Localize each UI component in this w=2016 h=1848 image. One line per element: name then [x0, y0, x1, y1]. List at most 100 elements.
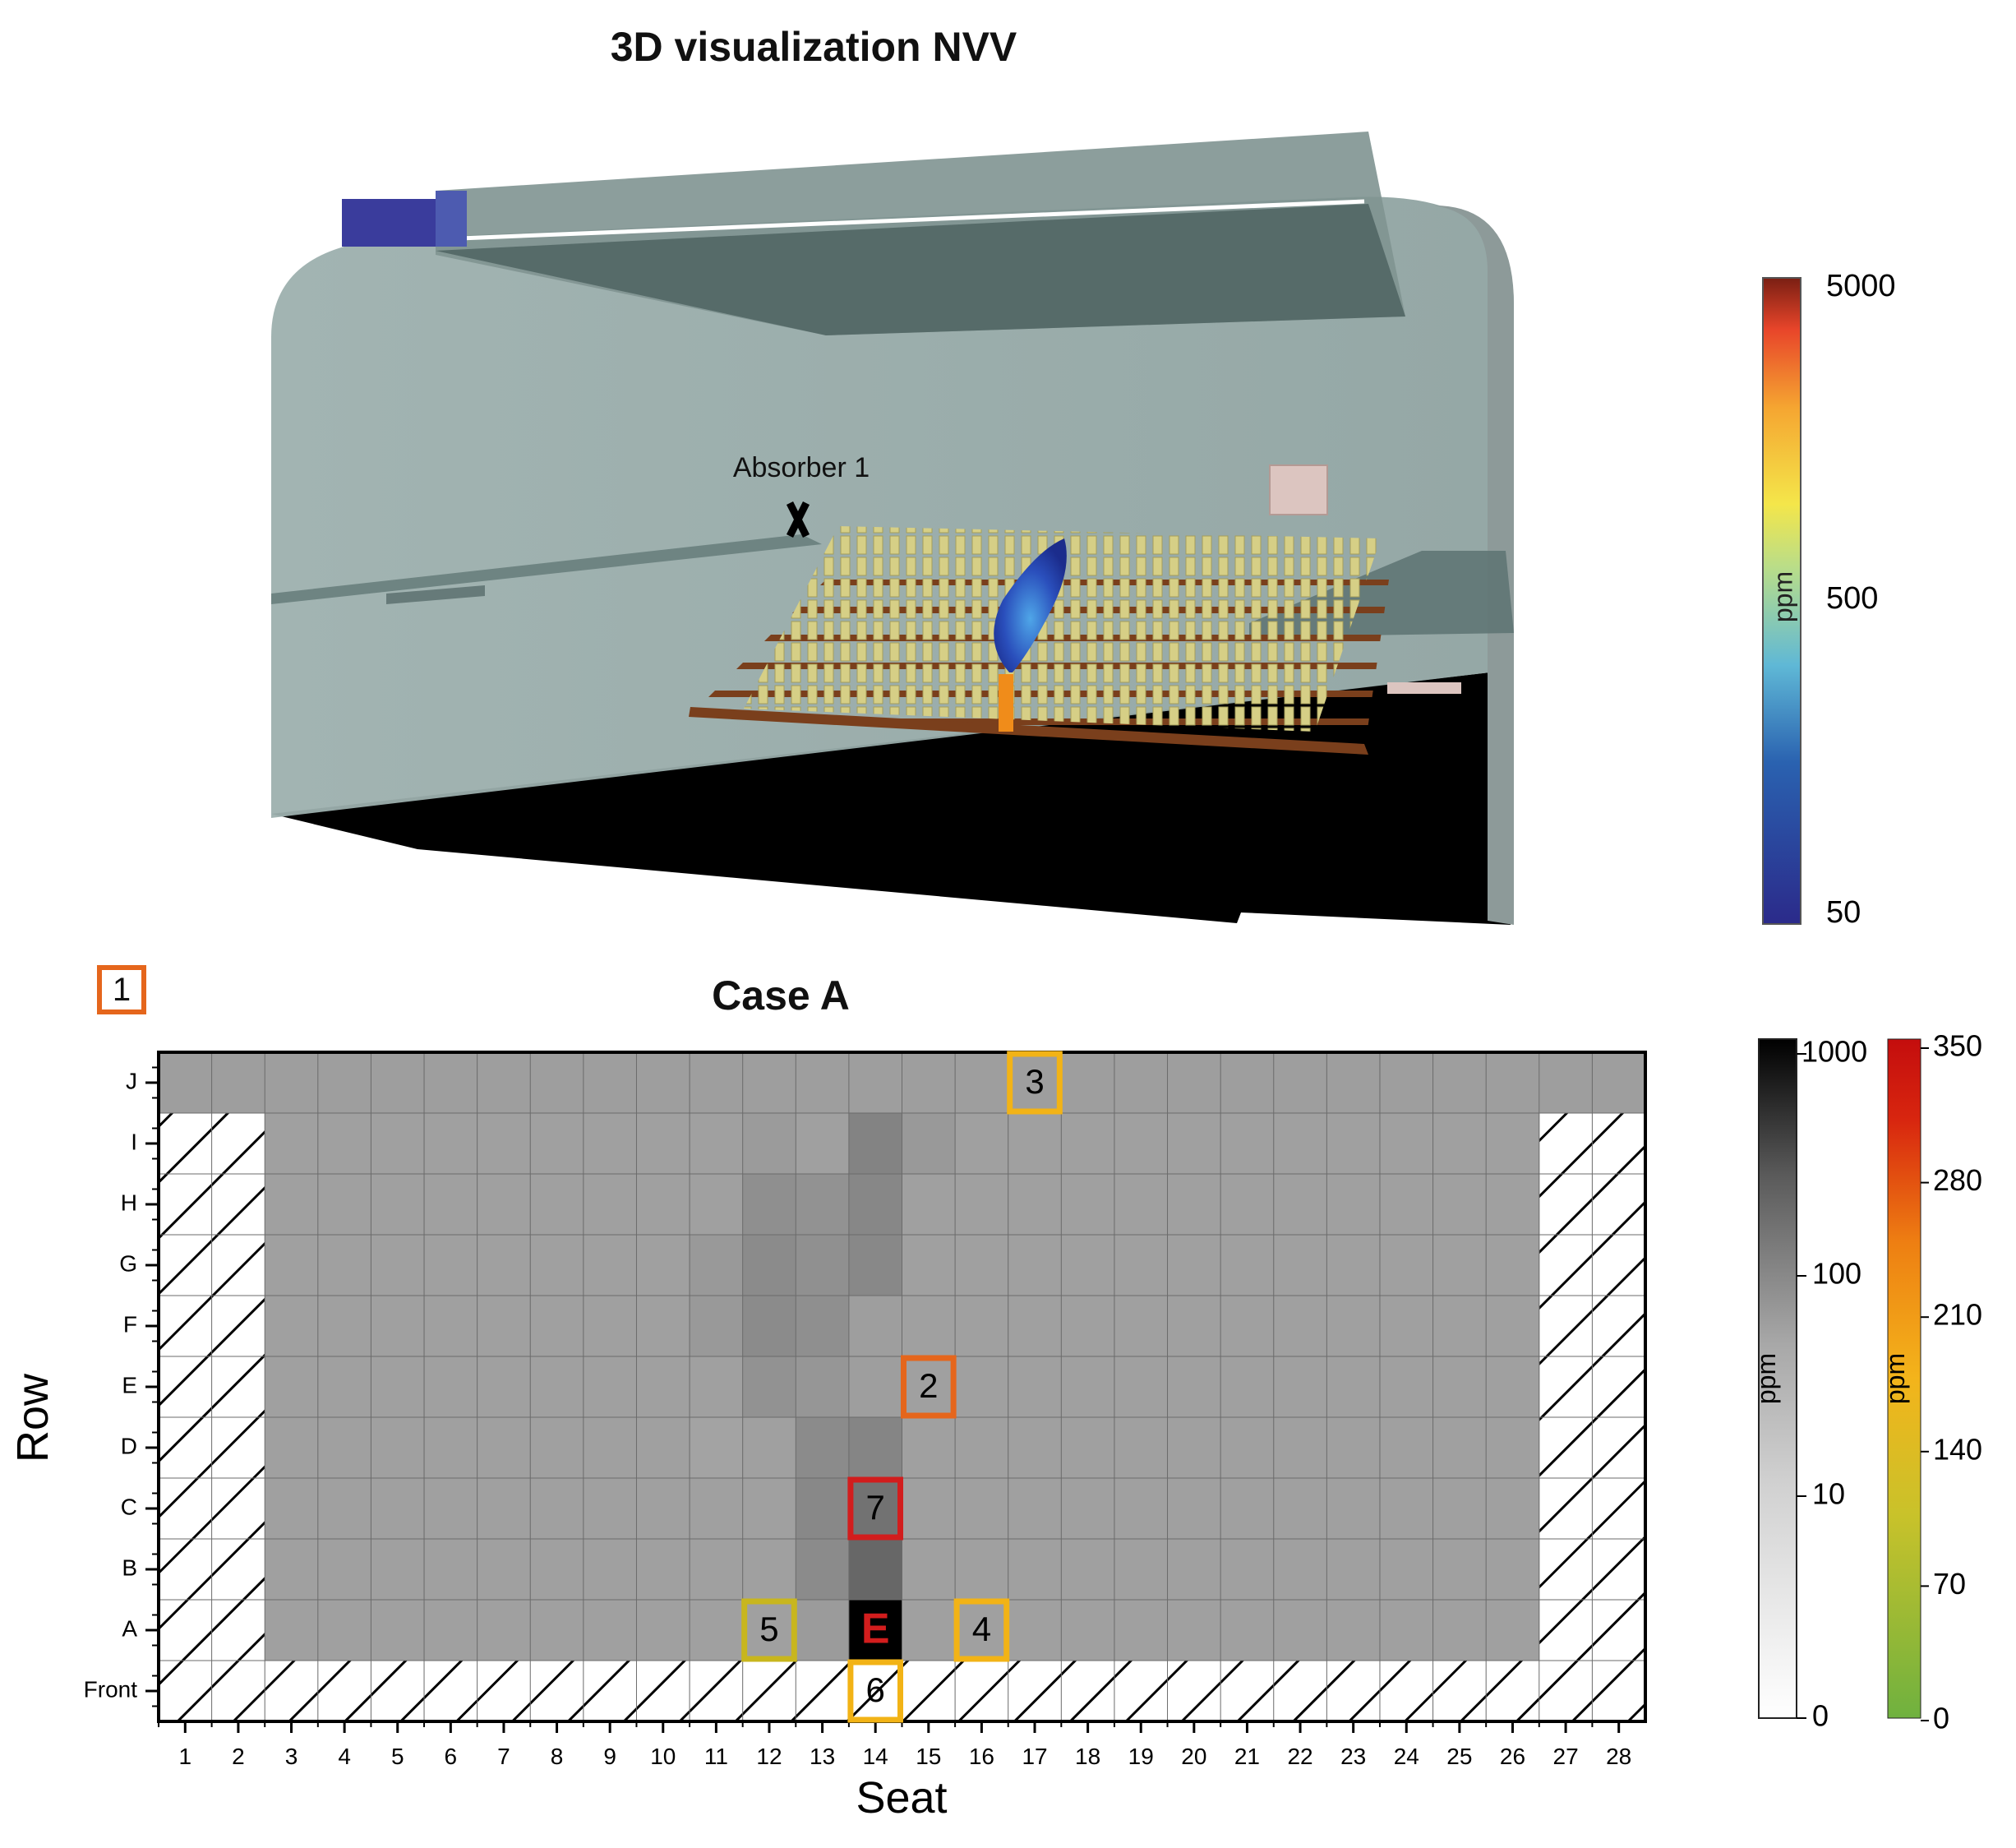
heatmap-cell: [159, 1052, 213, 1114]
heatmap-cell: [955, 1296, 1009, 1357]
heatmap-cell: [1167, 1356, 1221, 1418]
heatmap-cell: [1114, 1296, 1169, 1357]
heatmap-cell: [796, 1235, 850, 1296]
x-tick-label: 21: [1234, 1744, 1260, 1769]
side-ledge: [271, 534, 822, 604]
heatmap-cell: [848, 1600, 902, 1661]
colorbar-gray-unit: ppm: [1751, 1353, 1781, 1404]
grid-lines: [159, 1052, 1645, 1721]
x-tick-label: 6: [445, 1744, 458, 1769]
heatmap-cell: [1114, 1478, 1169, 1540]
heatmap-cell: [1326, 1539, 1381, 1601]
heatmap-cell: [848, 1356, 902, 1418]
heatmap-cell: [1114, 1174, 1169, 1236]
x-tick-label: 27: [1553, 1744, 1579, 1769]
right-wall: [1434, 206, 1514, 925]
heatmap-cell: [1167, 1539, 1221, 1601]
heatmap-cell: [1220, 1417, 1275, 1479]
heatmap-cell: [317, 1539, 371, 1601]
heatmap-cell: [1326, 1478, 1381, 1540]
heatmap-cell: [1432, 1235, 1487, 1296]
heatmap-cell: [1220, 1600, 1275, 1661]
plume: [994, 538, 1067, 672]
case-badge-label: 1: [112, 971, 131, 1008]
heatmap-cell: [742, 1417, 796, 1479]
heatmap-cell: [1432, 1417, 1487, 1479]
heatmap-cell: [1379, 1600, 1434, 1661]
x-tick-label: 20: [1181, 1744, 1206, 1769]
heatmap-cell: [1008, 1113, 1062, 1175]
colorbar-3d-tick-mid: 500: [1826, 581, 1878, 616]
heatmap-cell: [796, 1174, 850, 1236]
heatmap-cell: [1432, 1113, 1487, 1175]
x-tick-label: 10: [650, 1744, 676, 1769]
heatmap-cell: [690, 1417, 744, 1479]
heatmap-cell: [424, 1235, 478, 1296]
heatmap-cell: [902, 1052, 956, 1114]
heatmap-cell: [371, 1539, 425, 1601]
heatmap-cell: [1432, 1296, 1487, 1357]
heatmap-cell: [1486, 1174, 1540, 1236]
plot-frame: [157, 1051, 1647, 1723]
heatmap-cell: [371, 1174, 425, 1236]
heatmap-cell: [1008, 1174, 1062, 1236]
x-tick-label: 19: [1128, 1744, 1154, 1769]
heatmap-cell: [1486, 1296, 1540, 1357]
heatmap-cell: [848, 1235, 902, 1296]
heatmap-cell: [955, 1235, 1009, 1296]
heatmap-cell: [317, 1296, 371, 1357]
heatmap-cell: [902, 1113, 956, 1175]
heatmap-cell: [371, 1417, 425, 1479]
colorbar-gray-tick-label: 0: [1812, 1699, 1829, 1733]
heatmap-cell: [955, 1113, 1009, 1175]
heatmap-cell: [1379, 1417, 1434, 1479]
heatmap-cell: [742, 1235, 796, 1296]
heatmap-cell: [1167, 1052, 1221, 1114]
heatmap-cell: [796, 1296, 850, 1357]
heatmap-cell: [902, 1296, 956, 1357]
colorbar-warm-tick-label: 70: [1933, 1567, 1966, 1601]
colorbar-gray-tick-label: 1000: [1801, 1035, 1867, 1069]
emitter-label: E: [861, 1605, 890, 1653]
heatmap-cell: [690, 1296, 744, 1357]
marker-box: [847, 1659, 903, 1723]
heatmap-cell: [796, 1417, 850, 1479]
heatmap-cell: [265, 1539, 319, 1601]
heatmap-cell: [424, 1600, 478, 1661]
x-tick-label: 5: [391, 1744, 404, 1769]
x-tick-label: 4: [338, 1744, 351, 1769]
heatmap-cell: [477, 1235, 531, 1296]
heatmap-cell: [1061, 1600, 1115, 1661]
heatmap-cell: [848, 1296, 902, 1357]
hatched-area: [159, 1052, 1645, 1721]
heatmap-cell: [1432, 1356, 1487, 1418]
heatmap-cell: [848, 1174, 902, 1236]
heatmap-cell: [424, 1296, 478, 1357]
heatmap-cell: [1220, 1539, 1275, 1601]
heatmap-cell: [848, 1417, 902, 1479]
heatmap-cell: [902, 1356, 956, 1418]
wall-panel: [1269, 464, 1328, 515]
heatmap-cell: [1486, 1539, 1540, 1601]
heatmap-cell: [1592, 1052, 1646, 1114]
heatmap-cell: [636, 1600, 690, 1661]
heatmap-cell: [317, 1052, 371, 1114]
colorbar-3d: [1762, 277, 1801, 925]
heatmap-cell: [1220, 1113, 1275, 1175]
x-tick-label: 16: [969, 1744, 994, 1769]
heatmap-cell: [1379, 1174, 1434, 1236]
heatmap-cell: [1114, 1235, 1169, 1296]
annotation-markers: 3 2 7 5 4 6 E: [741, 1051, 1063, 1723]
colorbar-warm-tick-label: 140: [1933, 1432, 1982, 1466]
x-axis-title: Seat: [856, 1773, 947, 1823]
heatmap-cell: [1008, 1052, 1062, 1114]
heatmap-cell: [902, 1600, 956, 1661]
heatmap-cell: [1061, 1417, 1115, 1479]
heatmap-cell: [848, 1113, 902, 1175]
heatmap-cell: [317, 1235, 371, 1296]
heatmap-cell: [424, 1417, 478, 1479]
x-tick-label: 17: [1022, 1744, 1047, 1769]
heatmap-cell: [1220, 1052, 1275, 1114]
marker-label: 6: [866, 1670, 885, 1709]
